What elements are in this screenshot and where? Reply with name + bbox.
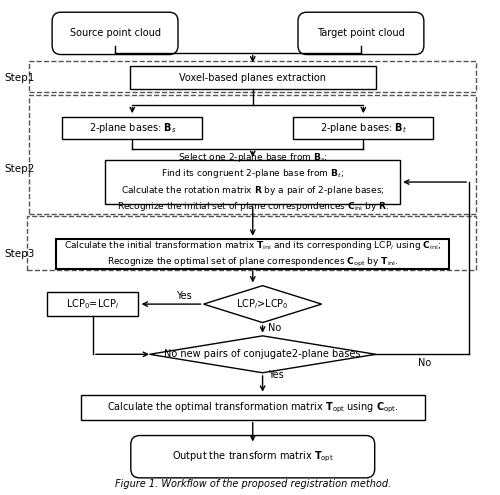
- FancyBboxPatch shape: [105, 160, 401, 204]
- Text: LCP$_0$=LCP$_i$: LCP$_0$=LCP$_i$: [66, 297, 120, 311]
- FancyBboxPatch shape: [48, 292, 138, 316]
- FancyBboxPatch shape: [56, 239, 450, 269]
- FancyBboxPatch shape: [130, 66, 376, 90]
- Text: No: No: [268, 323, 281, 333]
- Text: Voxel-based planes extraction: Voxel-based planes extraction: [179, 73, 326, 83]
- Text: Yes: Yes: [176, 291, 192, 300]
- Text: Select one 2-plane base from $\mathbf{B}_s$;
Find its congruent 2-plane base fro: Select one 2-plane base from $\mathbf{B}…: [116, 150, 389, 213]
- Text: Calculate the optimal transformation matrix $\mathbf{T}_{\mathrm{opt}}$ using $\: Calculate the optimal transformation mat…: [107, 400, 399, 415]
- Text: Source point cloud: Source point cloud: [70, 28, 160, 39]
- FancyBboxPatch shape: [62, 116, 202, 139]
- Text: No: No: [418, 358, 432, 368]
- Text: Target point cloud: Target point cloud: [317, 28, 405, 39]
- Text: Output the transform matrix $\mathbf{T}_{\mathrm{opt}}$: Output the transform matrix $\mathbf{T}_…: [172, 449, 334, 464]
- FancyBboxPatch shape: [298, 12, 424, 54]
- Text: Step3: Step3: [4, 249, 34, 259]
- Text: Yes: Yes: [268, 370, 284, 381]
- Text: Figure 1. Workflow of the proposed registration method.: Figure 1. Workflow of the proposed regis…: [114, 479, 391, 489]
- Text: Calculate the initial transformation matrix $\mathbf{T}_{\mathrm{ini}}$ and its : Calculate the initial transformation mat…: [64, 239, 442, 269]
- Text: Step2: Step2: [4, 164, 34, 174]
- FancyBboxPatch shape: [131, 436, 374, 478]
- Text: 2-plane bases: $\mathbf{B}_t$: 2-plane bases: $\mathbf{B}_t$: [320, 121, 407, 135]
- FancyBboxPatch shape: [294, 116, 434, 139]
- FancyBboxPatch shape: [80, 395, 425, 420]
- Text: No new pairs of conjugate2-plane bases: No new pairs of conjugate2-plane bases: [164, 349, 361, 359]
- Text: 2-plane bases: $\mathbf{B}_s$: 2-plane bases: $\mathbf{B}_s$: [88, 121, 176, 135]
- FancyBboxPatch shape: [52, 12, 178, 54]
- Polygon shape: [150, 336, 376, 373]
- Polygon shape: [204, 286, 322, 323]
- Text: Step1: Step1: [4, 73, 34, 83]
- Text: LCP$_i$>LCP$_0$: LCP$_i$>LCP$_0$: [236, 297, 289, 311]
